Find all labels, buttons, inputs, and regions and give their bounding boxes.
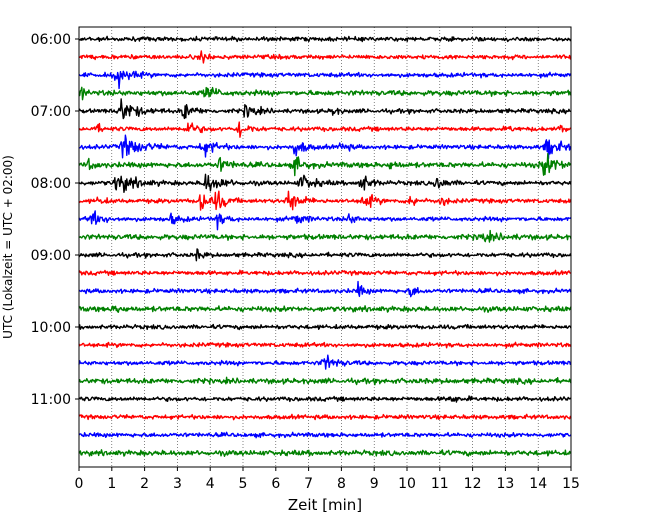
x-tick-label: 12 bbox=[464, 476, 482, 492]
x-axis-ticks: 0 1 2 3 4 5 6 7 8 9 10 11 12 13 14 15 bbox=[75, 467, 580, 492]
x-tick-label: 7 bbox=[304, 476, 313, 492]
trace-1030 bbox=[78, 354, 572, 370]
trace-0830 bbox=[78, 210, 572, 231]
plot-frame bbox=[78, 26, 572, 468]
y-axis-label: UTC (Lokalzeit = UTC + 02:00) bbox=[1, 155, 15, 339]
y-tick-label: 09:00 bbox=[31, 248, 71, 264]
trace-1000 bbox=[78, 323, 572, 331]
trace-0730 bbox=[78, 134, 572, 160]
vertical-grid bbox=[111, 27, 539, 467]
y-tick-label: 08:00 bbox=[31, 176, 71, 192]
x-tick-label: 8 bbox=[337, 476, 346, 492]
x-tick-label: 5 bbox=[239, 476, 248, 492]
trace-0930 bbox=[78, 280, 572, 298]
trace-1115 bbox=[78, 413, 572, 421]
x-tick-label: 2 bbox=[140, 476, 149, 492]
trace-0945 bbox=[78, 305, 572, 313]
trace-1100 bbox=[78, 395, 572, 403]
trace-0715 bbox=[78, 121, 572, 138]
y-tick-label: 07:00 bbox=[31, 104, 71, 120]
x-tick-label: 6 bbox=[271, 476, 280, 492]
x-tick-label: 13 bbox=[496, 476, 514, 492]
trace-1045 bbox=[78, 376, 572, 386]
x-tick-label: 11 bbox=[431, 476, 449, 492]
trace-1145 bbox=[78, 449, 572, 457]
trace-0815 bbox=[78, 190, 572, 211]
x-tick-label: 1 bbox=[107, 476, 116, 492]
trace-0700 bbox=[78, 98, 572, 120]
seismogram-traces bbox=[78, 35, 572, 457]
x-tick-label: 4 bbox=[206, 476, 215, 492]
y-tick-label: 10:00 bbox=[31, 320, 71, 336]
trace-1015 bbox=[78, 341, 572, 349]
x-tick-label: 10 bbox=[398, 476, 416, 492]
trace-0800 bbox=[78, 173, 572, 193]
trace-0745 bbox=[78, 153, 572, 177]
x-axis-label: Zeit [min] bbox=[288, 496, 362, 514]
trace-0615 bbox=[78, 50, 572, 64]
x-tick-label: 14 bbox=[529, 476, 547, 492]
trace-0915 bbox=[78, 269, 572, 277]
trace-0900 bbox=[78, 248, 572, 262]
y-axis-ticks: 06:00 07:00 08:00 09:00 10:00 11:00 bbox=[31, 32, 79, 408]
trace-0630 bbox=[78, 70, 572, 90]
y-tick-label: 11:00 bbox=[31, 392, 71, 408]
trace-0845 bbox=[78, 229, 572, 243]
trace-1130 bbox=[78, 431, 572, 439]
x-tick-label: 0 bbox=[75, 476, 84, 492]
trace-0645 bbox=[78, 86, 572, 101]
x-tick-label: 9 bbox=[370, 476, 379, 492]
x-tick-label: 15 bbox=[562, 476, 580, 492]
trace-0600 bbox=[78, 35, 572, 43]
x-tick-label: 3 bbox=[173, 476, 182, 492]
y-tick-label: 06:00 bbox=[31, 32, 71, 48]
